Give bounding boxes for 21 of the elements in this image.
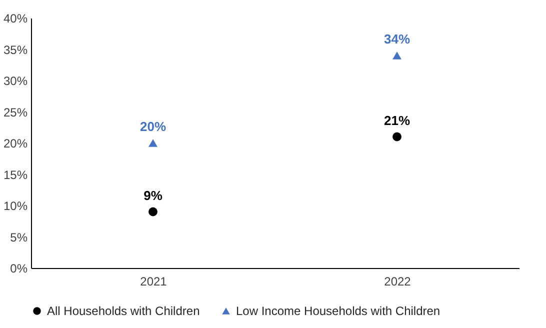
y-tick-label: 35% [3,42,28,57]
point [148,207,158,216]
y-tick-label: 10% [3,199,28,213]
y-tick-label: 5% [10,230,28,244]
x-tick-label: 2021 [140,274,168,288]
y-tick-label: 30% [3,74,28,88]
data-label: 20% [140,119,166,134]
legend-label: Low Income Households with Children [236,304,440,318]
y-tick-label: 40% [3,12,28,26]
data-label: 9% [144,188,163,203]
legend-label: All Households with Children [47,304,200,318]
data-label: 34% [384,32,410,46]
y-tick-label: 15% [3,168,28,182]
y-tick-label: 0% [10,262,28,276]
y-tick-label: 20% [3,136,28,150]
point [392,52,402,60]
point [392,132,402,142]
data-label: 21% [384,112,410,128]
point [148,139,158,147]
y-tick-label: 25% [3,105,28,120]
x-tick-label: 2022 [384,274,412,288]
